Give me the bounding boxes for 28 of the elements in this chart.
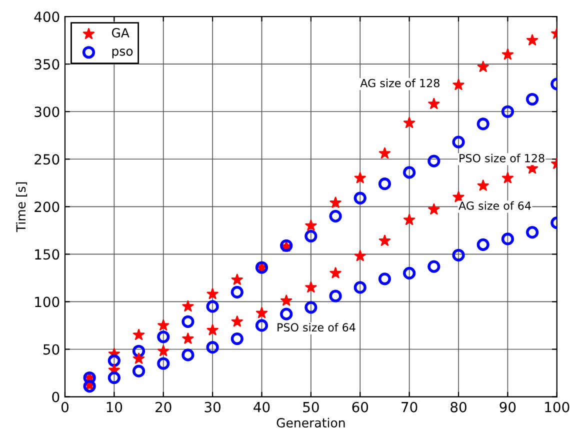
- x-tick-label: 0: [61, 402, 68, 412]
- x-tick-label: 90: [500, 402, 516, 412]
- y-tick-label: 50: [44, 344, 60, 355]
- x-tick-label: 80: [450, 402, 466, 412]
- annotation: AG size of 64: [458, 201, 531, 210]
- x-tick-label: 40: [254, 402, 270, 412]
- x-tick-label: 20: [156, 402, 172, 412]
- y-tick-label: 0: [52, 392, 60, 402]
- y-tick-label: 400: [34, 12, 60, 22]
- x-tick-label: 50: [303, 402, 319, 412]
- x-tick-label: 100: [545, 402, 570, 412]
- y-tick-label: 250: [34, 154, 60, 165]
- x-tick-label: 60: [352, 402, 368, 412]
- y-axis-title: Time [s]: [16, 182, 28, 232]
- x-tick-label: 70: [402, 402, 418, 412]
- legend-label: pso: [112, 48, 133, 58]
- y-tick-label: 150: [35, 249, 60, 260]
- legend-label: GA: [112, 28, 130, 38]
- x-axis-title: Generation: [276, 418, 345, 428]
- x-tick-label: 30: [204, 402, 220, 412]
- y-tick-label: 200: [34, 202, 60, 212]
- y-tick-label: 300: [34, 106, 60, 118]
- y-tick-label: 100: [35, 296, 60, 308]
- annotation: AG size of 128: [360, 78, 440, 88]
- annotation: PSO size of 128: [460, 154, 544, 162]
- annotation: PSO size of 64: [278, 322, 356, 332]
- x-tick-label: 10: [106, 402, 122, 412]
- y-tick-label: 350: [34, 59, 60, 70]
